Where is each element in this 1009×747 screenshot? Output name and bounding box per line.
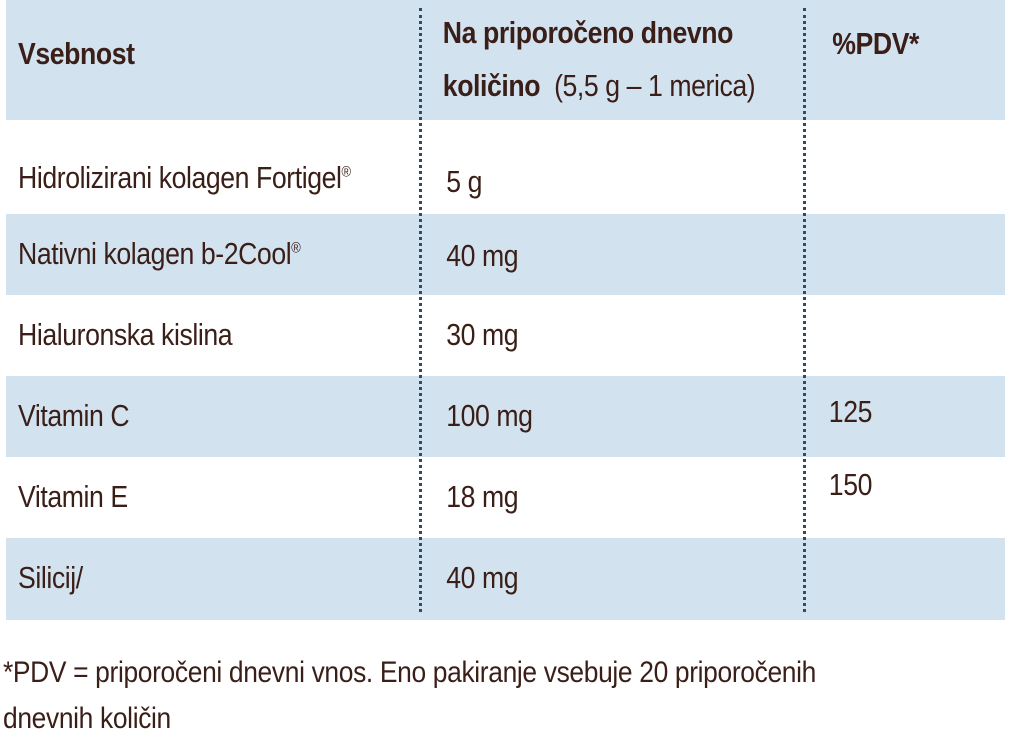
ingredient-name: Vitamin E bbox=[18, 479, 128, 514]
registered-mark: ® bbox=[341, 163, 351, 181]
footnote: *PDV = priporočeni dnevni vnos. Eno paki… bbox=[3, 656, 816, 735]
ingredient-name: Silicij/ bbox=[18, 560, 83, 595]
table-header: Vsebnost Na priporočeno dnevno količino … bbox=[6, 0, 1005, 120]
ingredient-amount: 18 mg bbox=[446, 479, 519, 514]
ingredient-name: Nativni kolagen b-2Cool bbox=[18, 236, 292, 271]
registered-mark: ® bbox=[291, 239, 301, 257]
header-serving-size: (5,5 g – 1 merica) bbox=[554, 68, 756, 103]
column-divider bbox=[803, 8, 806, 612]
header-daily-amount-line1: Na priporočeno dnevno bbox=[442, 15, 734, 50]
ingredient-amount: 30 mg bbox=[446, 317, 519, 352]
header-pdv: %PDV* bbox=[832, 26, 919, 61]
ingredient-name: Vitamin C bbox=[18, 398, 130, 433]
nutrition-table: Vsebnost Na priporočeno dnevno količino … bbox=[6, 0, 1005, 620]
table-row: Silicij/ 40 mg bbox=[6, 538, 1005, 620]
ingredient-amount: 40 mg bbox=[446, 238, 519, 273]
table-row: Nativni kolagen b-2Cool® 40 mg bbox=[6, 214, 1005, 295]
ingredient-name: Hidrolizirani kolagen Fortigel bbox=[18, 160, 342, 195]
table-row: Vitamin C 100 mg 125 bbox=[6, 376, 1005, 457]
header-vsebnost: Vsebnost bbox=[18, 36, 135, 71]
table-row: Vitamin E 18 mg 150 bbox=[6, 457, 1005, 538]
ingredient-amount: 40 mg bbox=[446, 560, 519, 595]
ingredient-name: Hialuronska kislina bbox=[18, 317, 233, 352]
table-row: Hidrolizirani kolagen Fortigel® 5 g bbox=[6, 120, 1005, 214]
ingredient-amount: 100 mg bbox=[446, 398, 533, 433]
header-daily-amount-line2: količino (5,5 g – 1 merica) bbox=[442, 68, 756, 103]
ingredient-pdv: 150 bbox=[828, 467, 873, 502]
ingredient-amount: 5 g bbox=[446, 164, 483, 199]
ingredient-pdv: 125 bbox=[828, 394, 873, 429]
table-row: Hialuronska kislina 30 mg bbox=[6, 295, 1005, 376]
column-divider bbox=[419, 8, 422, 612]
